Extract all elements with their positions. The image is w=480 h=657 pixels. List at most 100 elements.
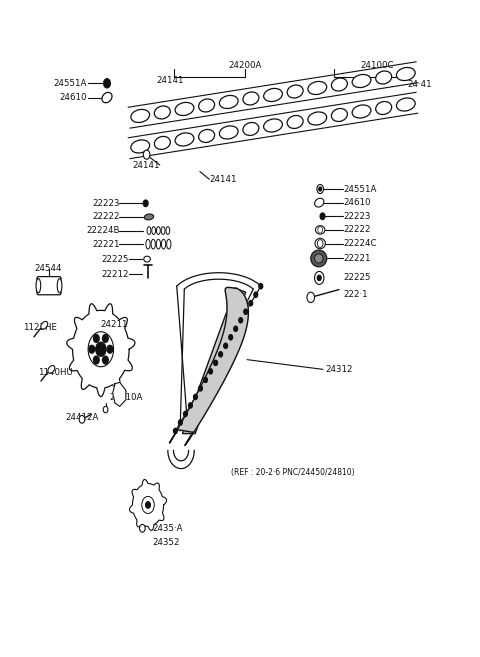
Ellipse shape bbox=[199, 129, 215, 143]
FancyBboxPatch shape bbox=[37, 277, 61, 295]
Text: 2435·A: 2435·A bbox=[153, 524, 183, 533]
Ellipse shape bbox=[308, 81, 327, 95]
Circle shape bbox=[317, 185, 324, 194]
Text: 22221: 22221 bbox=[344, 254, 371, 263]
Ellipse shape bbox=[146, 239, 150, 249]
Circle shape bbox=[103, 356, 108, 364]
Ellipse shape bbox=[175, 102, 194, 116]
Text: (REF : 20-2·6 PNC/24450/24810): (REF : 20-2·6 PNC/24450/24810) bbox=[230, 468, 354, 477]
Text: 24610: 24610 bbox=[59, 93, 87, 102]
Ellipse shape bbox=[175, 133, 194, 146]
Polygon shape bbox=[67, 304, 135, 397]
Ellipse shape bbox=[308, 112, 327, 125]
Ellipse shape bbox=[161, 227, 165, 235]
Circle shape bbox=[146, 502, 150, 508]
Circle shape bbox=[320, 213, 325, 219]
Text: 22225: 22225 bbox=[102, 255, 129, 263]
Polygon shape bbox=[130, 480, 167, 530]
Circle shape bbox=[173, 428, 177, 434]
Polygon shape bbox=[182, 288, 246, 434]
Text: 22212: 22212 bbox=[102, 269, 129, 279]
Ellipse shape bbox=[155, 137, 170, 149]
Text: 24211: 24211 bbox=[101, 320, 128, 329]
Circle shape bbox=[104, 79, 110, 88]
Circle shape bbox=[204, 377, 207, 382]
Circle shape bbox=[317, 240, 323, 248]
Ellipse shape bbox=[144, 256, 150, 262]
Text: 22224B: 22224B bbox=[86, 226, 120, 235]
Text: 1123HE: 1123HE bbox=[23, 323, 57, 332]
Ellipse shape bbox=[151, 239, 156, 249]
Text: 24200A: 24200A bbox=[228, 61, 262, 70]
Ellipse shape bbox=[331, 78, 348, 91]
Polygon shape bbox=[113, 382, 126, 406]
Ellipse shape bbox=[155, 106, 170, 119]
Text: 24141: 24141 bbox=[156, 76, 183, 85]
Ellipse shape bbox=[243, 92, 259, 105]
Ellipse shape bbox=[314, 254, 323, 263]
Text: 24141: 24141 bbox=[209, 175, 237, 184]
Ellipse shape bbox=[102, 93, 112, 102]
Ellipse shape bbox=[315, 238, 325, 249]
Circle shape bbox=[144, 150, 150, 159]
Circle shape bbox=[183, 411, 187, 417]
Circle shape bbox=[239, 317, 242, 323]
Ellipse shape bbox=[167, 239, 171, 249]
Ellipse shape bbox=[48, 365, 55, 373]
Text: 22225: 22225 bbox=[344, 273, 371, 283]
Text: 22222: 22222 bbox=[92, 212, 120, 221]
Ellipse shape bbox=[376, 71, 392, 84]
Polygon shape bbox=[169, 288, 248, 445]
Ellipse shape bbox=[156, 239, 160, 249]
Circle shape bbox=[249, 301, 252, 306]
Ellipse shape bbox=[57, 279, 62, 293]
Ellipse shape bbox=[314, 198, 324, 207]
Ellipse shape bbox=[41, 321, 48, 329]
Ellipse shape bbox=[147, 227, 151, 235]
Circle shape bbox=[229, 334, 232, 340]
Ellipse shape bbox=[219, 95, 238, 108]
Circle shape bbox=[317, 275, 321, 281]
Ellipse shape bbox=[36, 279, 41, 293]
Text: 24610: 24610 bbox=[344, 198, 371, 207]
Ellipse shape bbox=[219, 126, 238, 139]
Ellipse shape bbox=[396, 98, 415, 111]
Circle shape bbox=[314, 271, 324, 284]
Ellipse shape bbox=[315, 226, 325, 234]
Circle shape bbox=[234, 326, 238, 331]
Ellipse shape bbox=[396, 68, 415, 81]
Text: 24551A: 24551A bbox=[53, 79, 87, 88]
Circle shape bbox=[142, 497, 154, 514]
Ellipse shape bbox=[144, 214, 154, 220]
Text: 24551A: 24551A bbox=[344, 185, 377, 194]
Ellipse shape bbox=[331, 108, 348, 122]
Circle shape bbox=[254, 292, 258, 297]
Text: 24544: 24544 bbox=[35, 264, 62, 273]
Circle shape bbox=[88, 332, 114, 367]
Ellipse shape bbox=[352, 74, 371, 87]
Text: 1140HU: 1140HU bbox=[38, 368, 73, 377]
Circle shape bbox=[103, 406, 108, 413]
Circle shape bbox=[219, 351, 223, 357]
Ellipse shape bbox=[156, 227, 160, 235]
Text: 24352: 24352 bbox=[153, 538, 180, 547]
Text: 22223: 22223 bbox=[92, 199, 120, 208]
Ellipse shape bbox=[352, 105, 371, 118]
Circle shape bbox=[94, 356, 99, 364]
Circle shape bbox=[259, 284, 263, 289]
Circle shape bbox=[103, 334, 108, 342]
Ellipse shape bbox=[131, 109, 150, 122]
Text: 24312: 24312 bbox=[325, 365, 352, 374]
Text: 24412A: 24412A bbox=[65, 413, 99, 422]
Text: 22221: 22221 bbox=[92, 240, 120, 248]
Circle shape bbox=[179, 420, 182, 425]
Circle shape bbox=[79, 415, 85, 423]
Circle shape bbox=[318, 227, 323, 233]
Circle shape bbox=[140, 524, 145, 532]
Text: 222·1: 222·1 bbox=[344, 290, 368, 299]
Ellipse shape bbox=[161, 239, 166, 249]
Text: 22224C: 22224C bbox=[344, 239, 377, 248]
Ellipse shape bbox=[199, 99, 215, 112]
Circle shape bbox=[244, 309, 248, 314]
Text: 24100C: 24100C bbox=[360, 61, 394, 70]
